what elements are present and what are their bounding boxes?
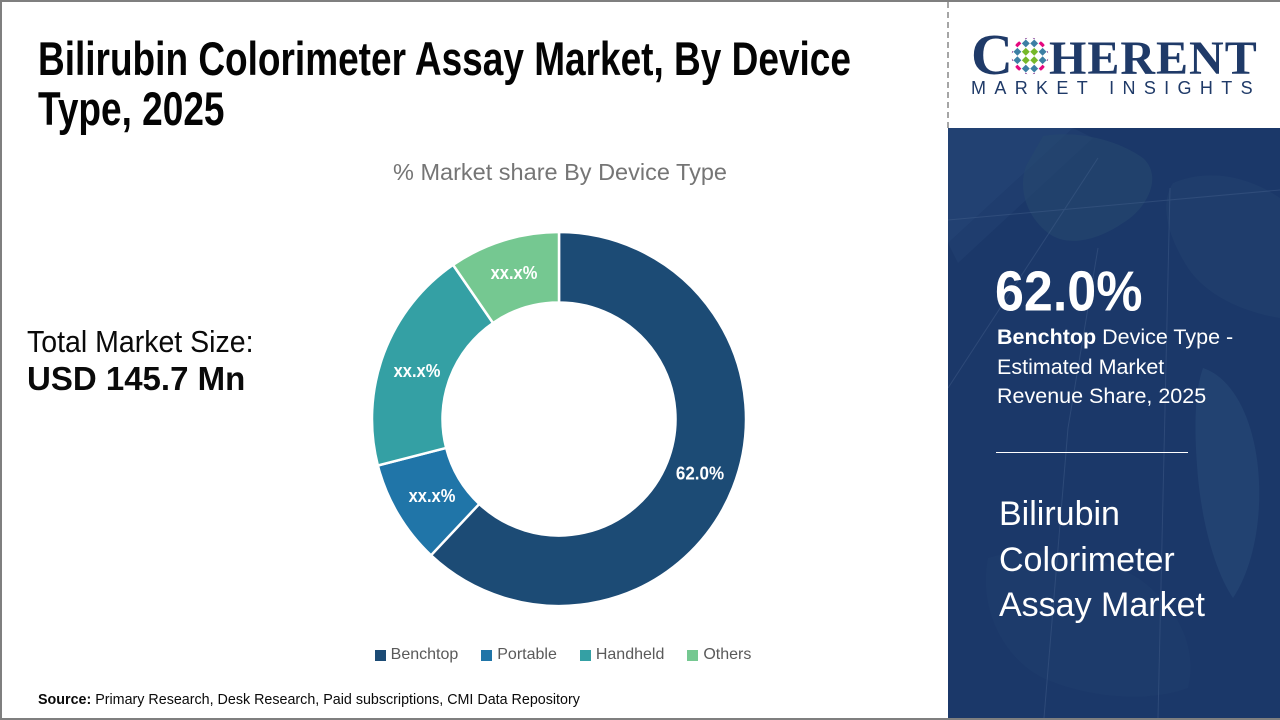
svg-text:MARKET INSIGHTS: MARKET INSIGHTS: [971, 78, 1261, 98]
svg-text:C: C: [971, 22, 1013, 87]
svg-text:HERENT: HERENT: [1049, 32, 1258, 85]
